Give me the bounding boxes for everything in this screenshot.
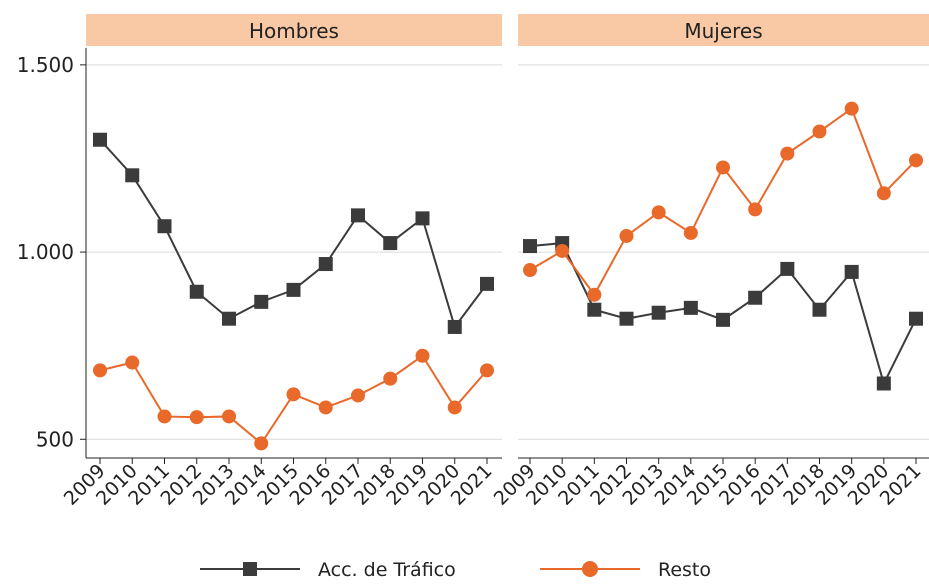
marker (351, 388, 365, 403)
marker (222, 409, 236, 424)
marker (157, 219, 172, 234)
marker (415, 348, 430, 363)
legend-label: Acc. de Tráfico (318, 559, 456, 580)
marker (157, 409, 172, 424)
marker (619, 228, 634, 243)
marker (683, 300, 698, 315)
marker (876, 186, 891, 201)
marker (651, 205, 666, 220)
marker (619, 311, 634, 326)
marker (222, 311, 236, 326)
marker (189, 410, 204, 425)
marker (844, 101, 859, 116)
marker (683, 225, 698, 240)
panel-header (518, 14, 929, 46)
series-line (99, 139, 488, 330)
marker (286, 282, 301, 297)
marker (480, 363, 494, 378)
marker (447, 400, 462, 415)
marker (351, 208, 365, 223)
marker (383, 236, 398, 251)
marker (383, 371, 398, 386)
marker (587, 287, 602, 302)
y-tick-label: 1.000 (17, 240, 74, 264)
marker (812, 302, 827, 317)
marker (716, 312, 730, 327)
marker (480, 276, 494, 291)
marker (189, 284, 204, 299)
marker (909, 153, 923, 168)
panel-header (86, 14, 502, 46)
marker (318, 257, 333, 272)
panel-title: Mujeres (684, 19, 762, 43)
marker (748, 202, 763, 217)
marker (780, 261, 795, 276)
marker (447, 319, 462, 334)
marker (844, 264, 859, 279)
marker (125, 355, 140, 370)
marker (651, 305, 666, 320)
marker (909, 311, 923, 326)
legend-label: Resto (658, 559, 711, 580)
marker (555, 243, 570, 258)
marker (876, 376, 891, 391)
marker (125, 168, 140, 183)
marker (415, 211, 430, 226)
marker (587, 302, 602, 317)
marker (780, 146, 795, 161)
marker (523, 263, 537, 278)
marker (286, 387, 301, 402)
marker (93, 132, 107, 147)
legend-marker (243, 562, 257, 576)
marker (254, 294, 269, 309)
marker (716, 160, 730, 175)
marker (254, 436, 269, 451)
marker (93, 363, 107, 378)
marker (318, 400, 333, 415)
marker (748, 290, 763, 305)
legend-marker (582, 561, 598, 577)
marker (812, 124, 827, 139)
y-tick-label: 500 (36, 427, 74, 451)
marker (523, 239, 537, 254)
y-tick-label: 1.500 (17, 53, 74, 77)
panel-title: Hombres (249, 19, 339, 43)
